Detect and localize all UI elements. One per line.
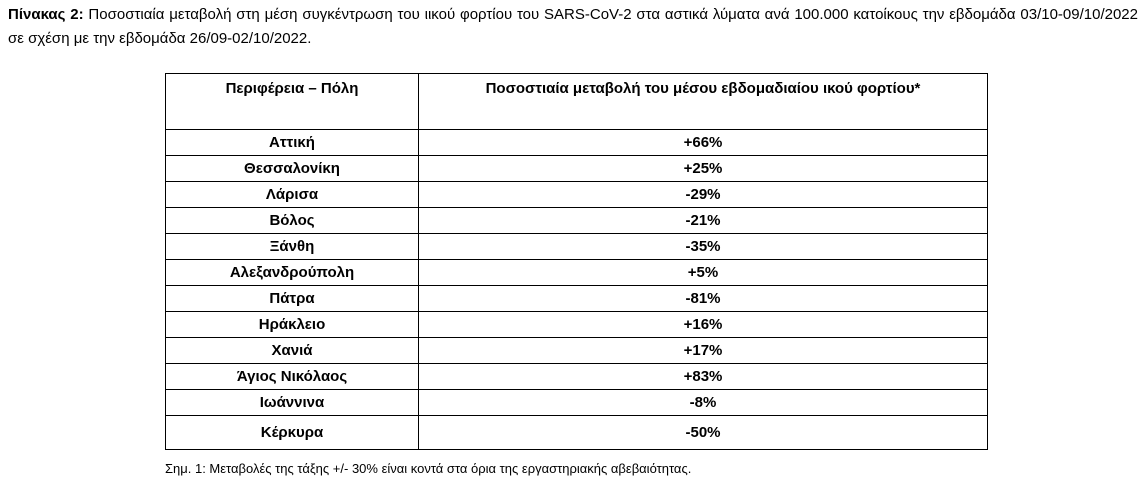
change-cell: -50%: [418, 415, 988, 450]
city-cell: Θεσσαλονίκη: [165, 155, 419, 182]
change-cell: -29%: [418, 181, 988, 208]
table-row: Πάτρα -81%: [165, 285, 988, 312]
city-cell: Άγιος Νικόλαος: [165, 363, 419, 390]
change-cell: +66%: [418, 129, 988, 156]
city-cell: Ηράκλειο: [165, 311, 419, 338]
caption-text: Ποσοστιαία μεταβολή στη μέση συγκέντρωση…: [8, 6, 1138, 47]
table-row: Ηράκλειο +16%: [165, 311, 988, 338]
city-cell: Ξάνθη: [165, 233, 419, 260]
change-cell: -81%: [418, 285, 988, 312]
change-cell: +17%: [418, 337, 988, 364]
city-cell: Κέρκυρα: [165, 415, 419, 450]
change-cell: -8%: [418, 389, 988, 416]
table-row: Βόλος -21%: [165, 207, 988, 234]
change-cell: +5%: [418, 259, 988, 286]
table-row: Χανιά +17%: [165, 337, 988, 364]
table-row: Ξάνθη -35%: [165, 233, 988, 260]
city-cell: Ιωάννινα: [165, 389, 419, 416]
table-row: Κέρκυρα -50%: [165, 415, 988, 450]
caption: Πίνακας 2: Ποσοστιαία μεταβολή στη μέση …: [8, 3, 1138, 51]
change-cell: +83%: [418, 363, 988, 390]
caption-label: Πίνακας 2:: [8, 6, 84, 23]
table-row: Αττική +66%: [165, 129, 988, 156]
table-row: Άγιος Νικόλαος +83%: [165, 363, 988, 390]
city-cell: Αλεξανδρούπολη: [165, 259, 419, 286]
change-cell: -35%: [418, 233, 988, 260]
change-cell: -21%: [418, 207, 988, 234]
table-row: Λάρισα -29%: [165, 181, 988, 208]
note: Σημ. 1: Μεταβολές της τάξης +/- 30% είνα…: [165, 461, 692, 476]
header-row: Περιφέρεια – Πόλη Ποσοστιαία μεταβολή το…: [165, 73, 988, 130]
header-cell: Ποσοστιαία μεταβολή του μέσου εβδομαδιαί…: [418, 73, 988, 130]
city-cell: Αττική: [165, 129, 419, 156]
table-row: Ιωάννινα -8%: [165, 389, 988, 416]
change-cell: +25%: [418, 155, 988, 182]
city-cell: Βόλος: [165, 207, 419, 234]
change-cell: +16%: [418, 311, 988, 338]
city-cell: Λάρισα: [165, 181, 419, 208]
city-cell: Πάτρα: [165, 285, 419, 312]
table-row: Αλεξανδρούπολη +5%: [165, 259, 988, 286]
city-cell: Χανιά: [165, 337, 419, 364]
header-cell: Περιφέρεια – Πόλη: [165, 73, 419, 130]
table: Περιφέρεια – Πόλη Ποσοστιαία μεταβολή το…: [165, 73, 988, 450]
table-row: Θεσσαλονίκη +25%: [165, 155, 988, 182]
